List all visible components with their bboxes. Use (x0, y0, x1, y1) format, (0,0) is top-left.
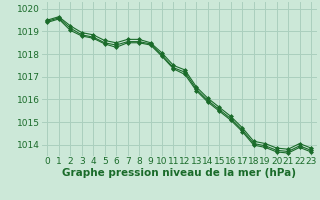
X-axis label: Graphe pression niveau de la mer (hPa): Graphe pression niveau de la mer (hPa) (62, 168, 296, 178)
